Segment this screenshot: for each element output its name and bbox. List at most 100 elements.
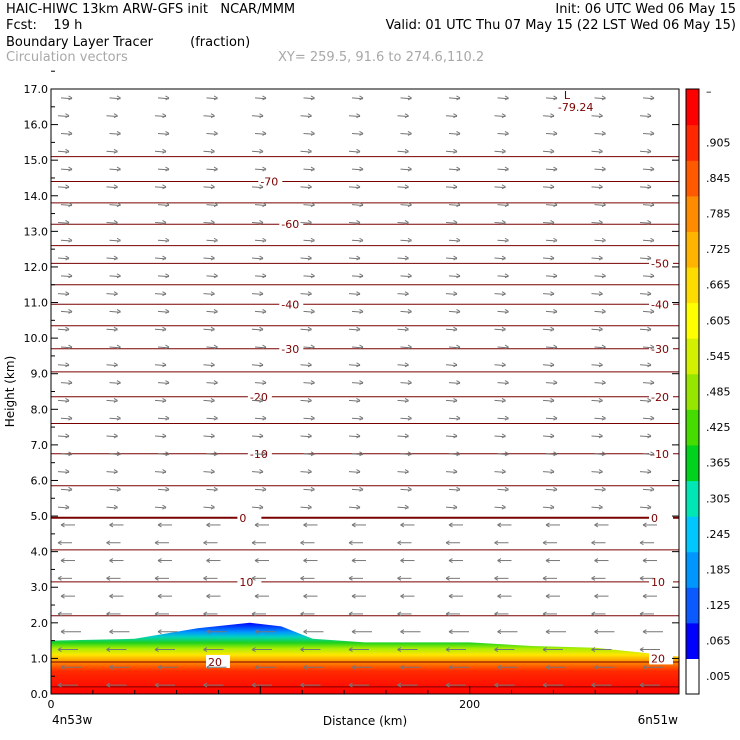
vector-arrow [60,451,73,457]
isotherm-line [50,422,680,425]
isotherm-line [50,395,680,398]
vector-head [553,131,558,136]
vector-arrow [591,255,603,261]
vector-head [545,629,550,635]
vector-head [351,593,356,599]
vector-arrow [351,380,364,386]
vector-head [359,415,364,421]
vector-arrow [203,148,215,154]
vector-head [359,308,364,314]
vector-head [601,273,606,279]
vector-arrow [591,504,603,510]
vector-arrow [303,380,315,386]
y-tick-label: 6.0 [31,474,49,487]
vector-head [65,469,70,475]
vector-head [210,469,215,475]
vector-arrow [497,629,518,635]
vector-head [501,148,506,154]
vector-arrow [109,131,121,136]
vector-head [456,486,461,492]
vector-head [157,629,162,635]
vector-head [65,148,70,154]
vector-arrow [542,575,557,581]
isotherm-label-bg [247,389,272,403]
vector-head [210,291,215,297]
vector-head [162,433,167,439]
vector-head [642,664,647,670]
vector-arrow [203,647,224,652]
vector-head [407,380,412,386]
vector-head [453,326,458,332]
vector-head [453,397,458,403]
vector-arrow [57,433,70,439]
vector-arrow [348,504,361,510]
vector-arrow [348,291,361,297]
vector-arrow [203,291,215,297]
vector-arrow [400,593,415,599]
vector-head [501,291,506,297]
vector-head [310,273,315,279]
vector-head [650,95,655,101]
vector-head [356,433,361,439]
vector-head [307,184,312,190]
vector-head [359,237,364,243]
vector-arrow [109,664,130,670]
colorbar-swatch [686,302,699,339]
vector-head [445,540,450,546]
vector-head [650,237,655,243]
vector-head [116,166,121,172]
vector-arrow [545,308,558,314]
vector-arrow [106,647,127,652]
vector-arrow [57,540,72,546]
vector-head [504,415,509,421]
colorbar-label: .845 [706,172,731,185]
vector-head [157,664,162,670]
vector-arrow [594,95,606,101]
vector-head [642,593,647,599]
vector-arrow [642,273,655,279]
vector-head [598,184,603,190]
vector-head [359,380,364,386]
vector-head [501,469,506,475]
isotherm-label: -40 [281,298,299,311]
vector-head [68,415,73,421]
vector-arrow [397,575,412,581]
vector-head [542,540,547,546]
vector-arrow [154,362,167,368]
vector-head [550,326,555,332]
vector-arrow [251,504,264,510]
vector-arrow [642,451,655,457]
vector-head [445,647,450,652]
colorbar-label: .665 [706,279,731,292]
vector-head [307,362,312,368]
vector-arrow [445,362,458,368]
vector-head [113,184,118,190]
isotherm-label-bg [649,297,673,311]
vector-head [456,308,461,314]
vector-arrow [206,629,227,635]
vector-head [60,522,65,528]
vector-head [448,664,453,670]
vector-arrow [591,184,603,190]
vector-arrow [109,486,121,492]
vector-head [116,273,121,279]
vector-arrow [203,220,215,225]
vector-arrow [639,433,652,439]
colorbar-swatch [686,444,699,482]
vector-head [116,131,121,136]
y-tick-label: 5.0 [31,510,49,523]
vector-arrow [57,647,78,652]
vector-head [453,469,458,475]
vector-head [307,469,312,475]
vector-head [591,575,596,581]
vector-head [307,220,312,225]
vector-arrow [154,504,167,510]
vector-head [206,664,211,670]
vector-head [310,451,315,457]
vector-head [407,415,412,421]
vector-arrow [300,611,315,617]
isotherm-line [50,452,680,455]
vector-arrow [348,184,361,190]
vector-head [106,647,111,652]
vector-arrow [203,397,215,403]
